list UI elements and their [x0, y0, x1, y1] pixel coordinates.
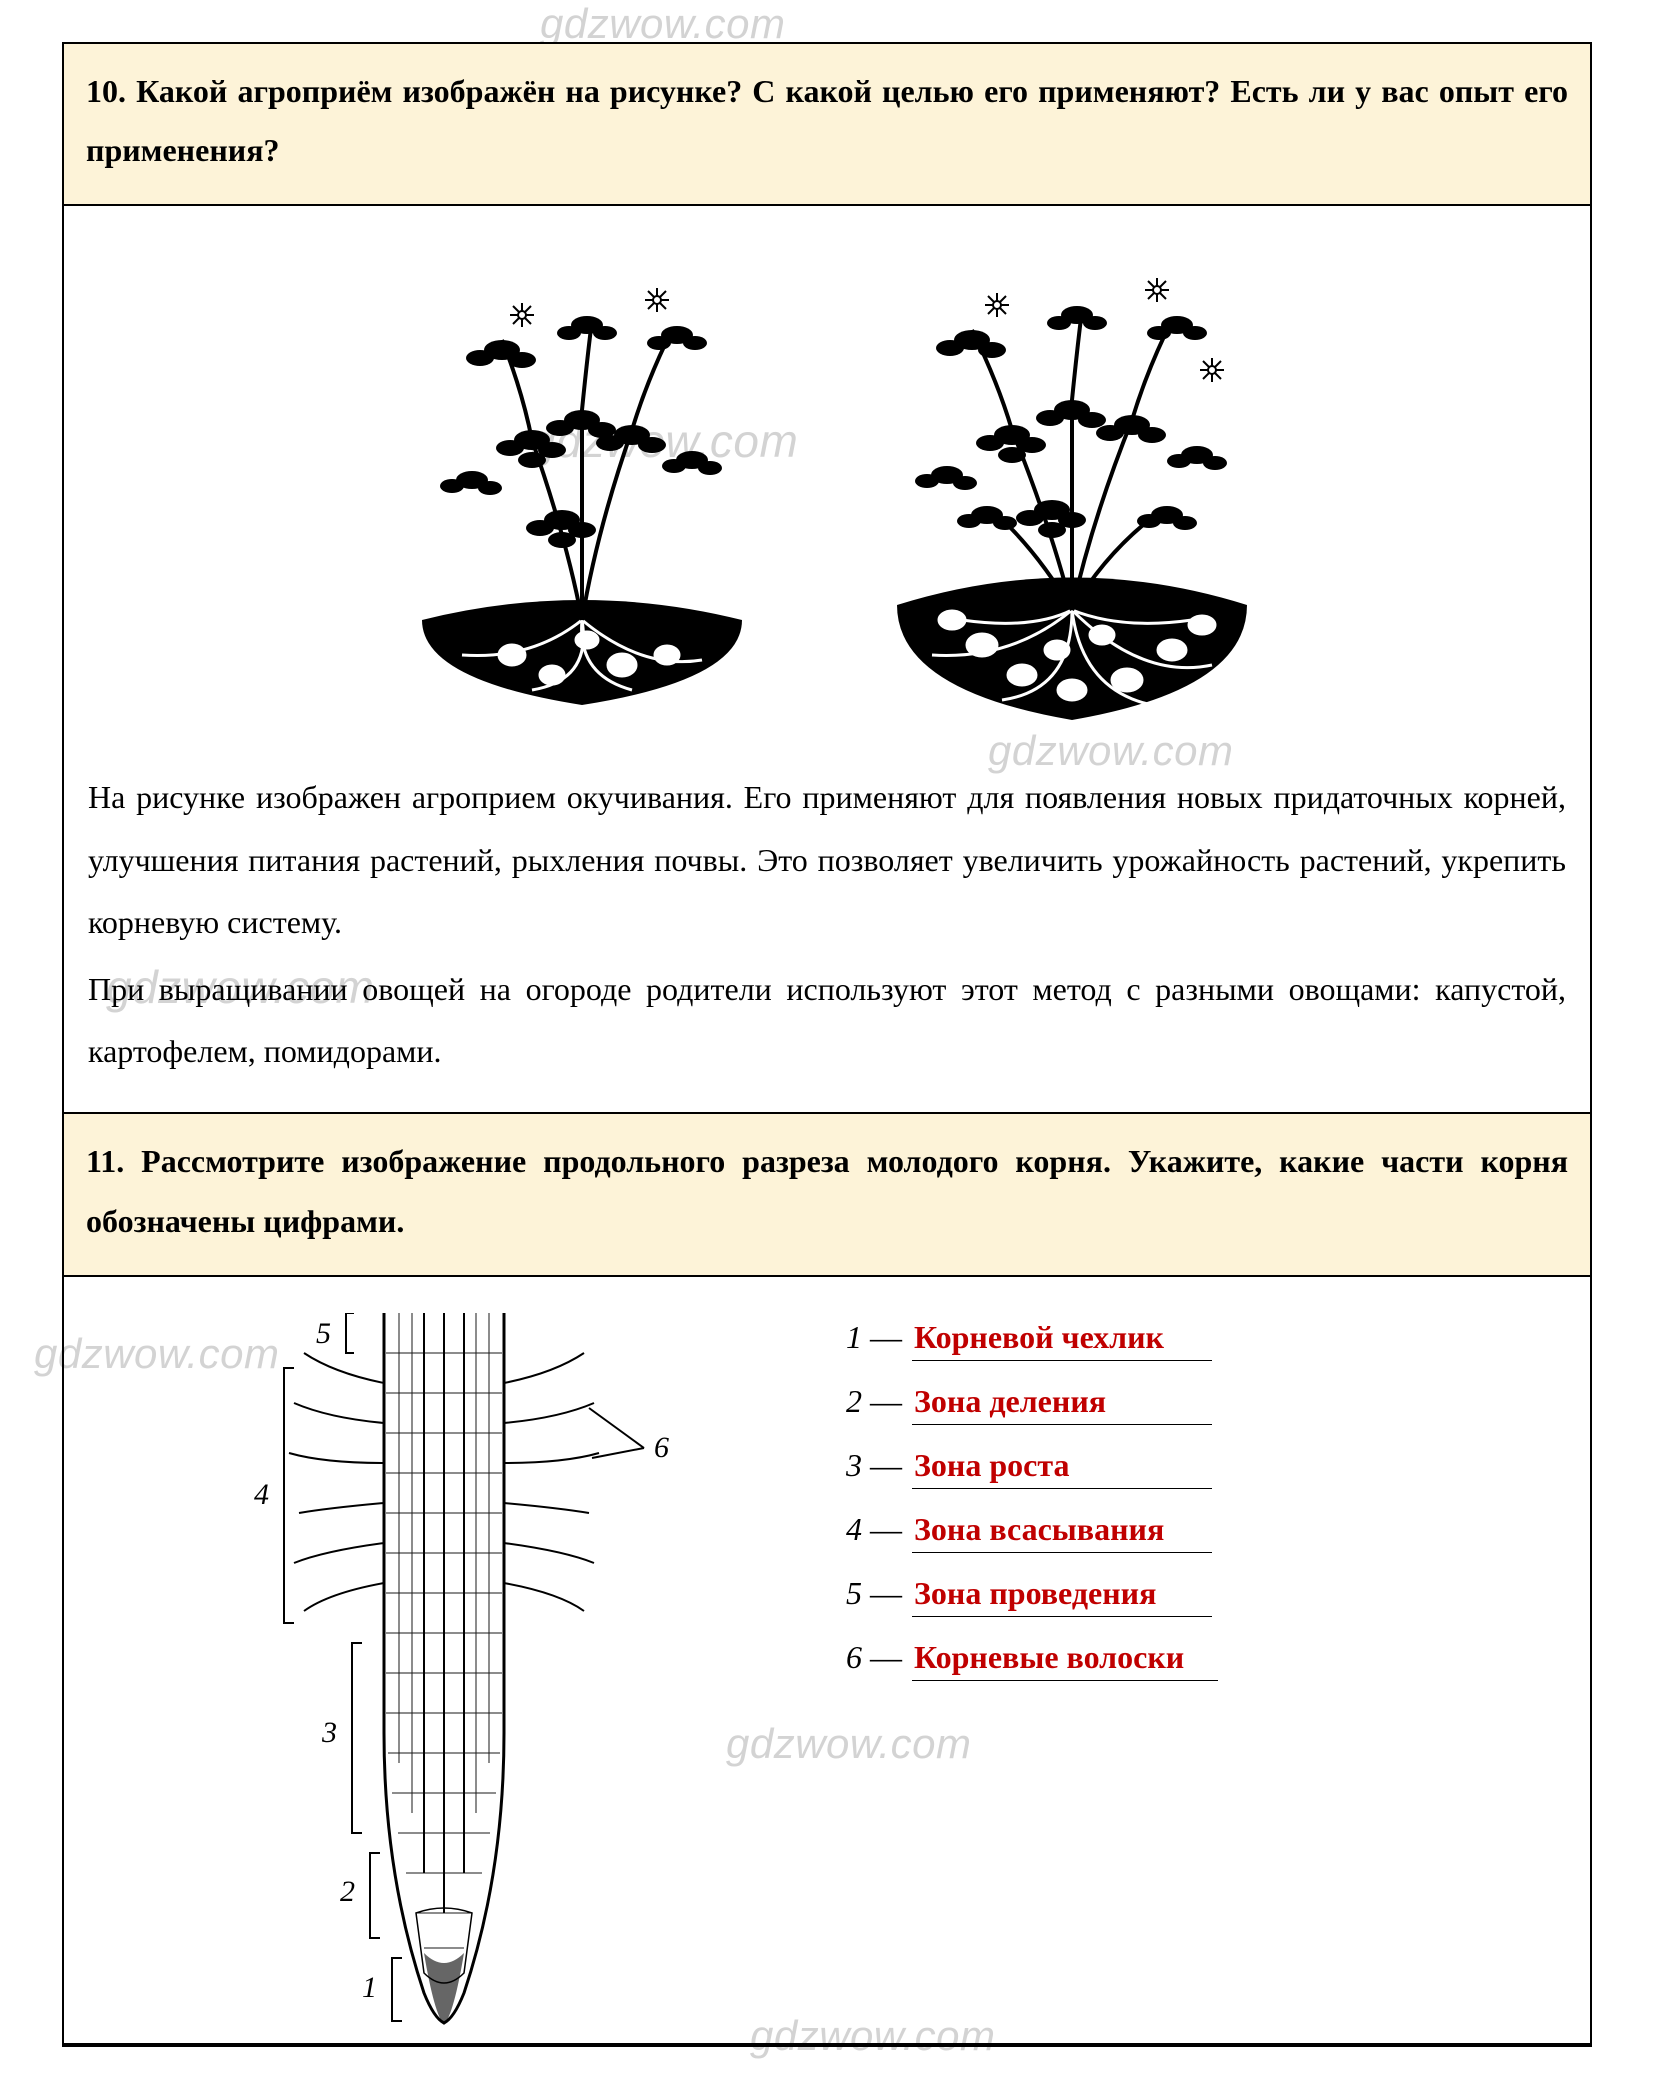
label-num: 1: [822, 1319, 870, 1356]
root-diagram-icon: 5 4 3 2 1 6: [124, 1313, 724, 2033]
q11-number: 11.: [86, 1143, 124, 1179]
q11-prompt: Рассмотрите изображение продольного разр…: [86, 1143, 1568, 1238]
label-num: 5: [822, 1575, 870, 1612]
label-row: 6 — Корневые волоски: [822, 1639, 1218, 1681]
plant-before-icon: [382, 260, 782, 740]
page-frame: 10. Какой агроприём изображён на рисунке…: [62, 42, 1592, 2047]
label-num: 6: [822, 1639, 870, 1676]
label-text: Корневой чехлик: [912, 1319, 1212, 1361]
diagram-num-2: 2: [340, 1875, 355, 1909]
label-row: 4 — Зона всасывания: [822, 1511, 1218, 1553]
q10-answer-p1: На рисунке изображен агроприем окучивани…: [88, 766, 1566, 953]
dash: —: [870, 1511, 912, 1548]
q10-number: 10.: [86, 73, 126, 109]
label-num: 2: [822, 1383, 870, 1420]
label-row: 5 — Зона проведения: [822, 1575, 1218, 1617]
label-text: Зона деления: [912, 1383, 1212, 1425]
dash: —: [870, 1639, 912, 1676]
label-row: 1 — Корневой чехлик: [822, 1319, 1218, 1361]
q10-header: 10. Какой агроприём изображён на рисунке…: [64, 44, 1590, 206]
label-text: Зона всасывания: [912, 1511, 1212, 1553]
label-row: 3 — Зона роста: [822, 1447, 1218, 1489]
q10-content: На рисунке изображен агроприем окучивани…: [64, 206, 1590, 1114]
dash: —: [870, 1447, 912, 1484]
label-num: 4: [822, 1511, 870, 1548]
label-text: Корневые волоски: [912, 1639, 1218, 1681]
q10-answer-p2: При выращивании овощей на огороде родите…: [88, 958, 1566, 1083]
label-text: Зона роста: [912, 1447, 1212, 1489]
q10-prompt: Какой агроприём изображён на рисунке? С …: [86, 73, 1568, 168]
q11-content: 5 4 3 2 1 6 1 — Корневой чехлик 2 — Зона…: [64, 1277, 1590, 2045]
plant-after-icon: [872, 260, 1272, 740]
q11-label-list: 1 — Корневой чехлик 2 — Зона деления 3 —…: [724, 1313, 1218, 2033]
diagram-num-1: 1: [362, 1971, 377, 2005]
dash: —: [870, 1383, 912, 1420]
dash: —: [870, 1575, 912, 1612]
diagram-num-3: 3: [322, 1716, 337, 1750]
diagram-num-5: 5: [316, 1317, 331, 1351]
dash: —: [870, 1319, 912, 1356]
q10-figure-row: [88, 232, 1566, 766]
watermark: gdzwow.com: [540, 0, 785, 48]
diagram-num-6: 6: [654, 1431, 669, 1465]
diagram-num-4: 4: [254, 1478, 269, 1512]
q11-header: 11. Рассмотрите изображение продольного …: [64, 1114, 1590, 1276]
label-num: 3: [822, 1447, 870, 1484]
label-row: 2 — Зона деления: [822, 1383, 1218, 1425]
label-text: Зона проведения: [912, 1575, 1212, 1617]
